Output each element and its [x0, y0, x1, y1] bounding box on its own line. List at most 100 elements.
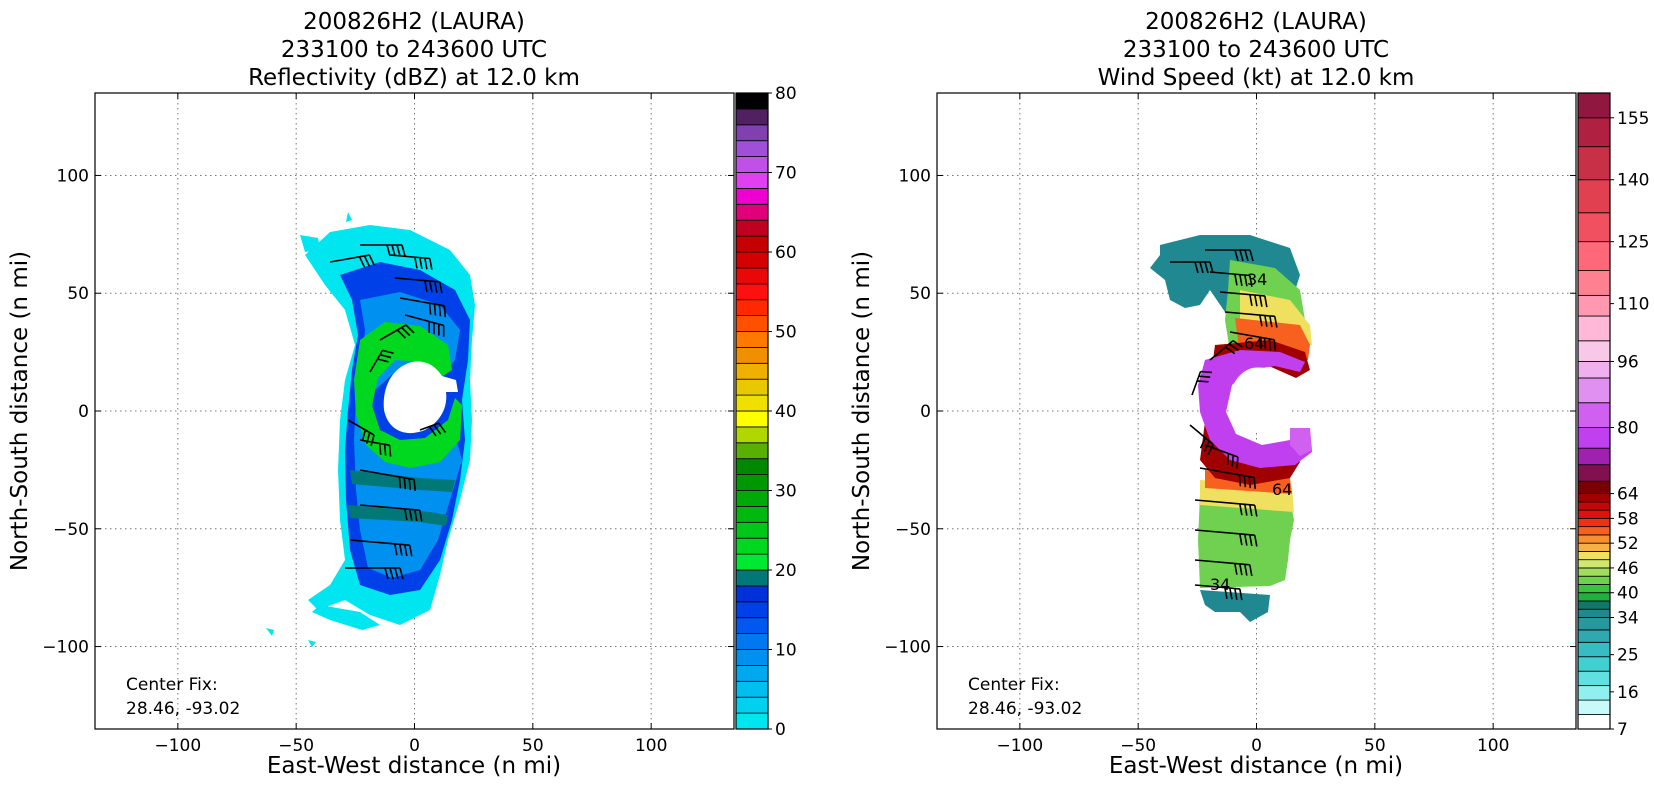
colorbar-tick-label: 40	[775, 402, 797, 422]
colorbar-bin	[1577, 464, 1611, 482]
wind-y-axis-label: North-South distance (n mi)	[849, 251, 875, 571]
colorbar-bin	[1577, 670, 1611, 687]
colorbar-bin	[735, 505, 769, 523]
wind-barb	[1189, 424, 1214, 455]
colorbar-bin	[1577, 714, 1611, 730]
colorbar-bin	[1577, 493, 1611, 503]
colorbar-tick-label: 80	[1617, 419, 1639, 439]
colorbar-tick-label: 50	[775, 323, 797, 343]
wind-barb	[389, 254, 433, 270]
wind-center-fix-value: 28.46, -93.02	[968, 699, 1082, 719]
colorbar-bin	[735, 140, 769, 157]
x-tick-label: 0	[409, 736, 420, 756]
reflectivity-x-ticks: −100 −50 0 50 100	[154, 93, 667, 756]
colorbar-bin	[735, 283, 769, 301]
reflectivity-y-ticks: −100 −50 0 50 100	[42, 166, 734, 658]
colorbar-bin	[735, 680, 769, 698]
reflectivity-colorbar: 0 10 20 30 40 50 60 70 80	[735, 84, 797, 740]
colorbar-bin	[1577, 146, 1611, 181]
colorbar-tick-label: 0	[775, 720, 786, 740]
colorbar-tick-label: 70	[775, 164, 797, 184]
colorbar-tick-label: 34	[1617, 608, 1639, 628]
wind-barb	[404, 314, 445, 337]
colorbar-bin	[735, 521, 769, 539]
wind-barb-label-1: 34	[1247, 270, 1267, 289]
colorbar-bin	[1577, 542, 1611, 552]
colorbar-bin	[735, 108, 769, 126]
colorbar-tick-label: 40	[1617, 584, 1639, 604]
reflectivity-center-fix-value: 28.46, -93.02	[126, 699, 240, 719]
wind-title-line-3: Wind Speed (kt) at 12.0 km	[1098, 65, 1415, 91]
colorbar-bin	[1577, 212, 1611, 243]
colorbar-bin	[1577, 567, 1611, 577]
colorbar-bin	[735, 458, 769, 476]
colorbar-bin	[735, 315, 769, 332]
wind-x-axis-label: East-West distance (n mi)	[1109, 753, 1403, 779]
wind-barb	[1209, 340, 1243, 361]
colorbar-tick-label: 52	[1617, 534, 1639, 554]
y-tick-label: 0	[920, 402, 931, 422]
colorbar-bin	[735, 442, 769, 460]
wind-barb	[1209, 271, 1253, 287]
colorbar-bin	[735, 299, 769, 317]
reflectivity-title-line-1: 200826H2 (LAURA)	[303, 9, 525, 35]
reflectivity-title-line-3: Reflectivity (dBZ) at 12.0 km	[248, 65, 580, 91]
colorbar-tick-label: 7	[1617, 720, 1628, 740]
wind-barb	[345, 567, 404, 580]
x-tick-label: −100	[996, 736, 1043, 756]
reflectivity-teal-bands	[348, 470, 455, 526]
wind-purple-patch-right	[1290, 428, 1312, 456]
y-tick-label: 100	[57, 166, 89, 186]
colorbar-bin	[1577, 699, 1611, 715]
colorbar-tick-label: 60	[775, 243, 797, 263]
colorbar-bin	[735, 187, 769, 205]
wind-outer-teal	[1150, 235, 1300, 622]
colorbar-bin	[735, 251, 769, 269]
colorbar-tick-label: 58	[1617, 509, 1639, 529]
colorbar-tick-label: 155	[1617, 109, 1649, 129]
wind-barb	[379, 324, 415, 341]
colorbar-bin	[735, 346, 769, 364]
colorbar-tick-label: 110	[1617, 295, 1649, 315]
colorbar-bin	[1577, 551, 1611, 561]
colorbar-tick-label: 16	[1617, 683, 1639, 703]
wind-barb	[1194, 559, 1253, 577]
wind-eye	[1229, 367, 1300, 432]
reflectivity-title-line-2: 233100 to 243600 UTC	[281, 37, 547, 63]
colorbar-bin	[1577, 315, 1611, 342]
wind-barb	[349, 539, 413, 557]
colorbar-bin	[1577, 241, 1611, 271]
colorbar-bin	[735, 426, 769, 444]
wind-barb	[359, 504, 423, 522]
x-tick-label: 50	[1364, 736, 1386, 756]
colorbar-bin	[1577, 592, 1611, 602]
x-tick-label: 0	[1251, 736, 1262, 756]
colorbar-tick-label: 125	[1617, 233, 1649, 253]
wind-barb	[419, 422, 447, 437]
reflectivity-y-axis-label: North-South distance (n mi)	[7, 251, 33, 571]
x-tick-label: 100	[635, 736, 667, 756]
x-tick-label: −50	[278, 736, 314, 756]
x-tick-label: 50	[522, 736, 544, 756]
reflectivity-grid	[95, 93, 734, 729]
wind-barb	[399, 297, 447, 318]
colorbar-bin	[735, 378, 769, 396]
colorbar-bin	[735, 362, 769, 380]
colorbar-bin	[1577, 629, 1611, 643]
wind-colorbar: 7 16 25 34 40 46 52 58 64 80 96 110 125 140 155	[1577, 92, 1649, 740]
wind-y-ticks: −100 −50 0 50 100	[884, 166, 1576, 658]
colorbar-bin	[1577, 427, 1611, 449]
colorbar-bin	[735, 92, 769, 110]
colorbar-bin	[1577, 270, 1611, 296]
colorbar-tick-label: 96	[1617, 352, 1639, 372]
colorbar-bin	[735, 172, 769, 189]
wind-barb	[1229, 331, 1277, 352]
wind-barb	[1204, 444, 1239, 469]
wind-barb	[1199, 467, 1257, 489]
colorbar-bin	[735, 203, 769, 221]
y-tick-label: −50	[895, 520, 931, 540]
colorbar-bin	[735, 267, 769, 285]
colorbar-bin	[735, 394, 769, 412]
wind-barb	[1205, 249, 1254, 262]
